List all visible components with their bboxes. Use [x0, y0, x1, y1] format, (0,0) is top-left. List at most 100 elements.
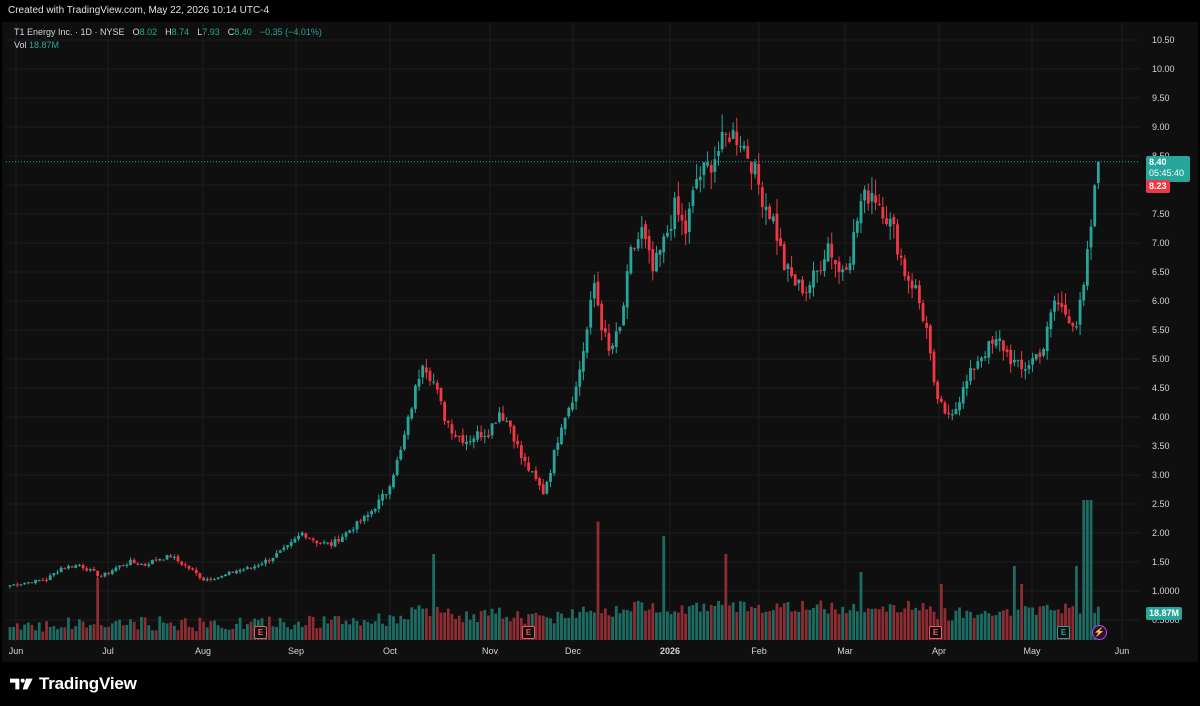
candle-body: [319, 542, 322, 544]
candle-body: [1023, 369, 1027, 371]
brand-name: TradingView: [39, 674, 137, 693]
candle-body: [651, 249, 655, 272]
candle-body: [260, 563, 264, 565]
candle-body: [114, 567, 118, 571]
volume-bar: [322, 616, 326, 640]
volume-bar: [837, 613, 841, 640]
candle-body: [293, 538, 297, 543]
volume-bar: [362, 620, 366, 640]
candle-body: [476, 431, 479, 440]
candle-body: [311, 538, 315, 541]
volume-bar: [293, 624, 297, 640]
candle-body: [103, 572, 107, 577]
volume-bar: [833, 609, 837, 640]
volume-bar: [1085, 500, 1089, 640]
candle-body: [333, 539, 337, 547]
candle-body: [351, 529, 355, 531]
candle-body: [77, 564, 81, 566]
candle-body: [742, 145, 746, 149]
volume-bar: [373, 621, 377, 640]
chart-pane[interactable]: 10.5010.009.509.008.508.007.507.006.506.…: [2, 22, 1198, 662]
volume-bar: [63, 627, 67, 640]
volume-bar: [534, 612, 538, 640]
volume-bar: [819, 600, 823, 640]
earnings-marker-nov[interactable]: E: [522, 626, 535, 639]
earnings-marker-aug[interactable]: E: [254, 626, 267, 639]
volume-bar: [972, 617, 976, 640]
legend-price-row: T1 Energy Inc. · 1D · NYSE O8.02 H8.74 L…: [14, 26, 322, 39]
candle-body: [435, 382, 439, 390]
volume-bar: [114, 621, 118, 640]
candle-body: [297, 535, 300, 540]
tradingview-logo[interactable]: TradingView: [10, 674, 137, 694]
x-tick-label: Oct: [383, 646, 398, 656]
volume-bar: [118, 619, 121, 640]
earnings-marker-mar[interactable]: E: [929, 626, 942, 639]
candle-body: [848, 263, 852, 271]
candle-body: [991, 339, 994, 344]
volume-bar: [1045, 604, 1049, 640]
volume-bar: [194, 631, 198, 640]
y-tick-label: 9.00: [1152, 122, 1170, 132]
volume-bar: [921, 602, 925, 640]
candle-body: [180, 561, 184, 565]
candle-body: [530, 471, 534, 473]
candle-body: [556, 442, 560, 450]
volume-bar: [790, 611, 793, 640]
volume-bar: [1009, 615, 1013, 640]
volume-bar: [56, 629, 59, 640]
price-chart[interactable]: 10.5010.009.509.008.508.007.507.006.506.…: [2, 22, 1198, 662]
volume-bar: [1064, 603, 1067, 640]
volume-bar: [728, 605, 731, 640]
candle-body: [63, 568, 67, 570]
volume-bar: [574, 617, 578, 640]
candle-body: [348, 530, 352, 533]
volume-bar: [340, 624, 344, 640]
candle-body: [611, 345, 615, 350]
volume-bar: [205, 627, 209, 640]
volume-bar: [560, 613, 563, 640]
earnings-marker-may[interactable]: E: [1057, 626, 1070, 639]
candle-body: [600, 303, 604, 331]
y-tick-label: 3.00: [1152, 470, 1170, 480]
volume-bar: [720, 604, 724, 640]
y-tick-label: 6.50: [1152, 267, 1170, 277]
candle-body: [432, 381, 436, 383]
lightning-event-icon[interactable]: ⚡: [1092, 625, 1107, 640]
y-tick-label: 0.5000: [1152, 615, 1180, 625]
volume-bar: [578, 611, 582, 640]
volume-bar: [1071, 606, 1075, 640]
candle-body: [720, 132, 724, 150]
x-tick-label: Sep: [288, 646, 304, 656]
candle-body: [921, 303, 925, 321]
candle-body: [118, 565, 121, 568]
candle-body: [907, 275, 910, 281]
candle-body: [158, 559, 162, 561]
candle-body: [768, 206, 772, 219]
candle-body: [19, 584, 23, 586]
candle-body: [519, 445, 523, 459]
volume-bar: [366, 621, 370, 640]
candle-body: [665, 232, 669, 237]
volume-bar: [187, 626, 191, 640]
volume-bar: [793, 610, 797, 640]
volume-bar: [771, 610, 775, 640]
volume-bar: [1056, 609, 1060, 640]
volume-bar: [70, 628, 74, 640]
symbol-title[interactable]: T1 Energy Inc. · 1D · NYSE: [14, 27, 125, 37]
volume-bar: [158, 616, 162, 640]
x-tick-label: 2026: [660, 646, 680, 656]
candle-body: [12, 584, 16, 586]
volume-bar: [30, 625, 34, 640]
volume-bar: [26, 622, 30, 640]
volume-bar: [275, 626, 279, 640]
candle-body: [403, 434, 406, 450]
candle-body: [1027, 365, 1031, 369]
volume-bar: [103, 627, 107, 640]
volume-bar: [271, 626, 275, 640]
candle-body: [571, 402, 574, 410]
volume-bar: [315, 628, 319, 640]
volume-bar: [249, 621, 253, 640]
candle-body: [698, 176, 702, 181]
candle-body: [790, 267, 793, 276]
